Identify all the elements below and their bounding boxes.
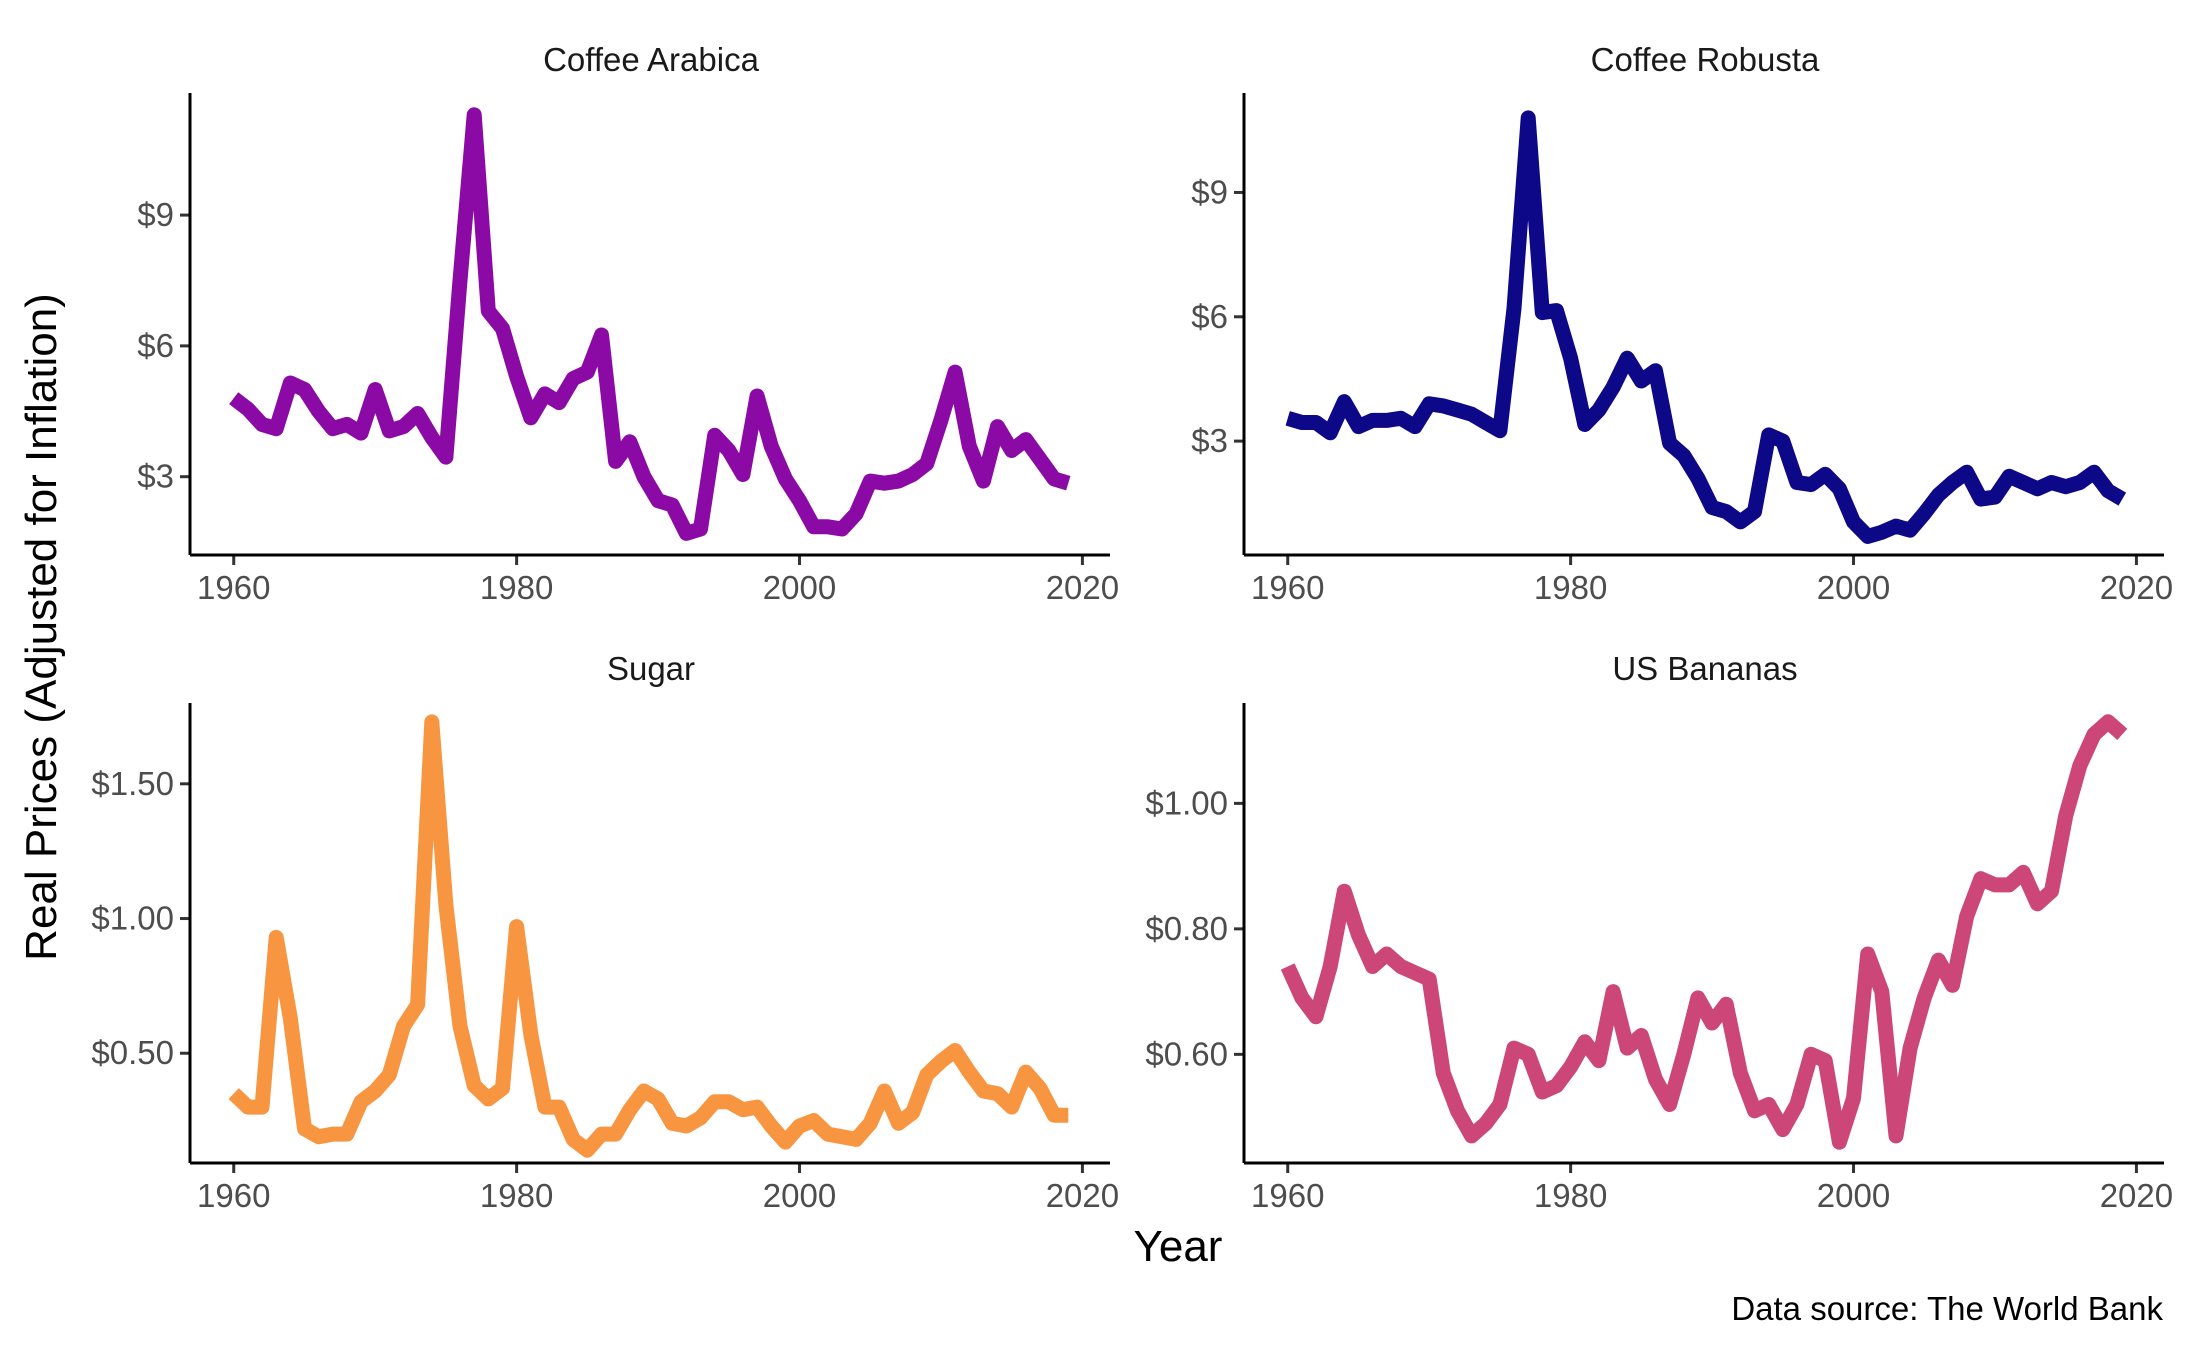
- x-tick-label: 1980: [480, 569, 553, 606]
- x-tick-label: 1960: [1251, 1177, 1324, 1214]
- x-tick-label: 2020: [2100, 1177, 2173, 1214]
- x-tick-label: 1960: [197, 569, 270, 606]
- x-tick-label: 1960: [197, 1177, 270, 1214]
- x-tick-label: 2000: [763, 1177, 836, 1214]
- y-axis-title: Real Prices (Adjusted for Inflation): [17, 293, 66, 961]
- series-line: [229, 107, 1071, 541]
- y-tick-label: $1.00: [1145, 784, 1228, 821]
- x-tick-label: 2000: [763, 569, 836, 606]
- panel-title: US Bananas: [1612, 650, 1797, 687]
- y-tick-label: $1.00: [91, 900, 174, 937]
- y-tick-label: $0.50: [91, 1034, 174, 1071]
- y-tick-label: $6: [1191, 298, 1228, 335]
- y-tick-label: $0.80: [1145, 910, 1228, 947]
- series-line: [1285, 110, 2127, 544]
- y-tick-label: $1.50: [91, 765, 174, 802]
- x-tick-label: 2020: [2100, 569, 2173, 606]
- panel-us-bananas: US Bananas 1960 1980 2000 2020 $0.60 $0.80 $1.…: [1145, 650, 2173, 1214]
- x-tick-label: 2000: [1817, 1177, 1890, 1214]
- y-tick-label: $0.60: [1145, 1035, 1228, 1072]
- x-tick-label: 2020: [1046, 1177, 1119, 1214]
- x-tick-label: 1980: [480, 1177, 553, 1214]
- y-tick-label: $9: [137, 196, 174, 233]
- panel-coffee-robusta: Coffee Robusta 1960 1980 2000 2020 $3 $6 $9: [1191, 41, 2173, 606]
- panel-title: Coffee Arabica: [543, 41, 760, 78]
- x-tick-label: 2020: [1046, 569, 1119, 606]
- y-tick-label: $3: [137, 458, 174, 495]
- panel-coffee-arabica: Coffee Arabica 1960 1980 2000 2020 $3 $6 $9: [137, 41, 1119, 606]
- x-tick-label: 1980: [1534, 1177, 1607, 1214]
- x-tick-label: 1960: [1251, 569, 1324, 606]
- x-axis-title: Year: [1134, 1222, 1223, 1271]
- x-tick-label: 2000: [1817, 569, 1890, 606]
- y-tick-label: $9: [1191, 173, 1228, 210]
- panel-title: Coffee Robusta: [1591, 41, 1820, 78]
- data-source-caption: Data source: The World Bank: [1731, 1290, 2163, 1327]
- series-line: [228, 714, 1069, 1158]
- y-tick-label: $6: [137, 327, 174, 364]
- x-tick-label: 1980: [1534, 569, 1607, 606]
- y-tick-label: $3: [1191, 422, 1228, 459]
- series-line: [1280, 714, 2128, 1150]
- panel-sugar: Sugar 1960 1980 2000 2020 $0.50 $1.00 $1.50: [91, 650, 1119, 1214]
- panel-title: Sugar: [607, 650, 695, 687]
